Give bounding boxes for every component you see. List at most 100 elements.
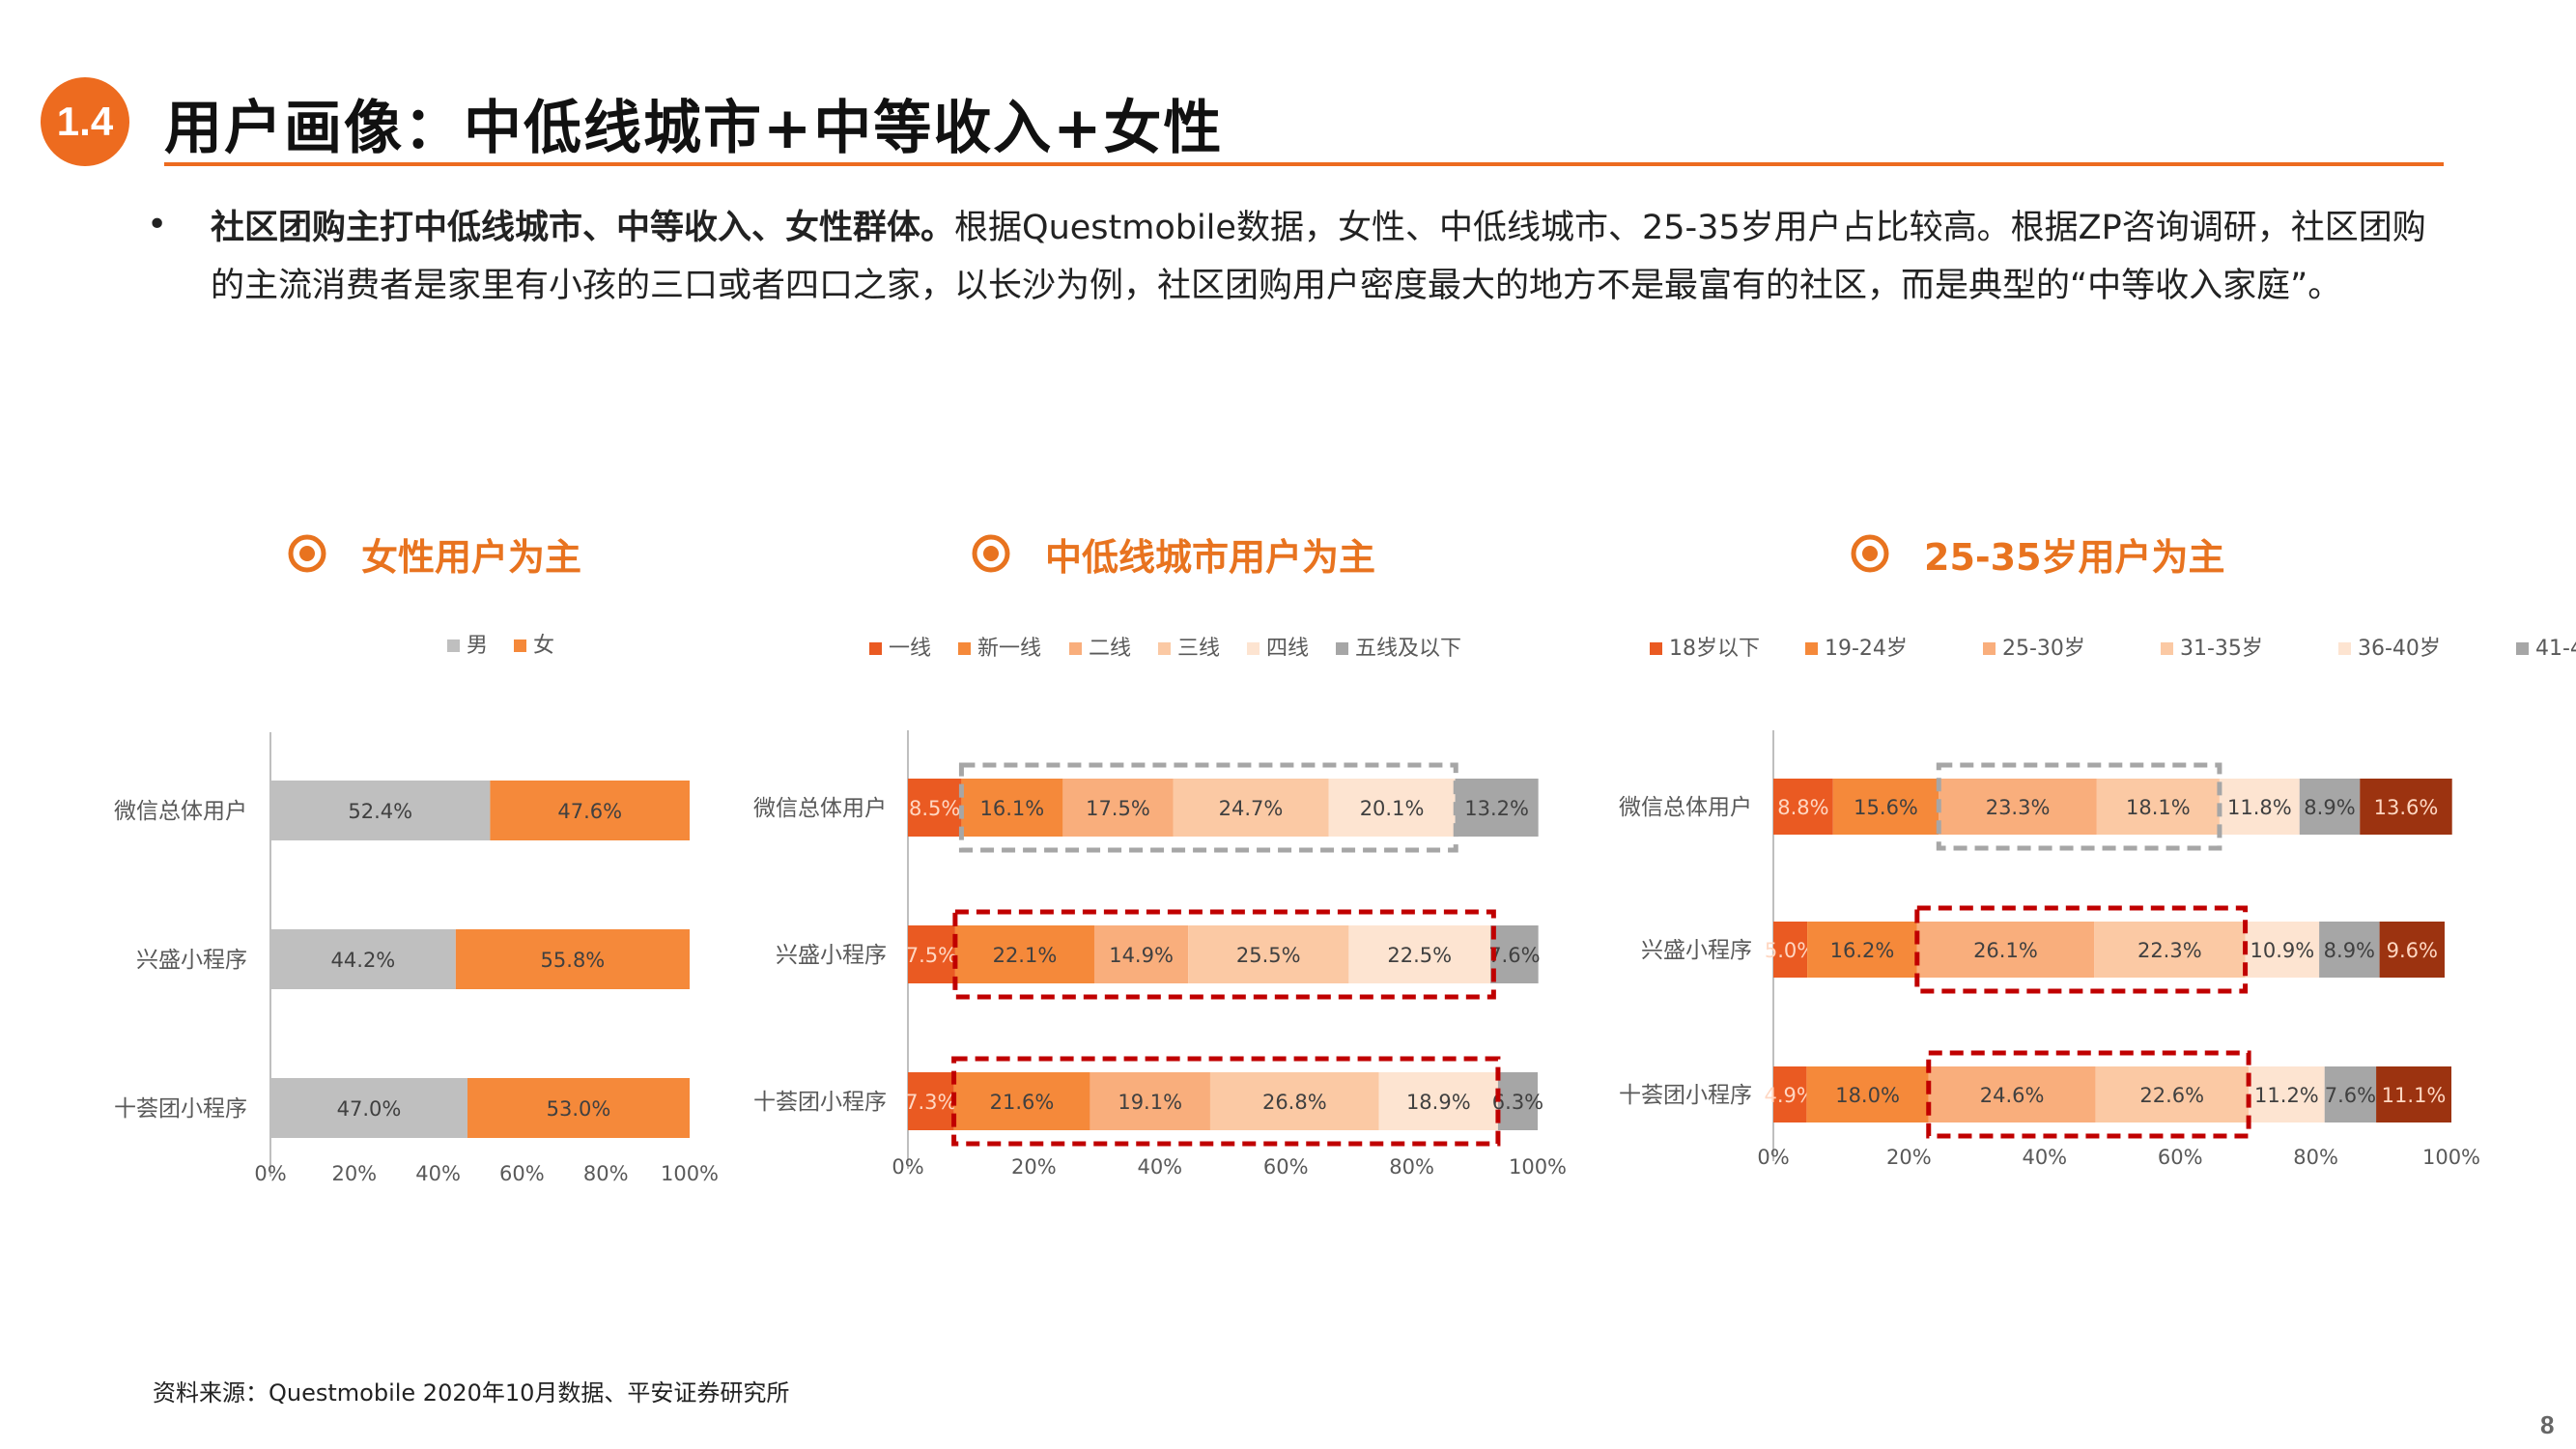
source-note: 资料来源：Questmobile 2020年10月数据、平安证券研究所 — [153, 1379, 790, 1406]
data-label: 7.5% — [906, 944, 957, 967]
data-label: 52.4% — [348, 800, 412, 823]
bar-segment — [270, 929, 456, 989]
legend-label: 一线 — [889, 637, 931, 661]
bar-segment — [1916, 922, 2095, 978]
data-label: 55.8% — [541, 949, 606, 972]
tick-label: 80% — [583, 1162, 629, 1185]
tick-label: 20% — [1886, 1146, 1932, 1169]
data-label: 10.9% — [2250, 939, 2314, 962]
data-label: 8.8% — [1777, 796, 1828, 819]
bar-segment — [1378, 1072, 1498, 1130]
chart-title-gender-text: 女性用户为主 — [361, 535, 582, 579]
legend-label: 19-24岁 — [1825, 637, 1908, 661]
bar-segment — [2219, 779, 2300, 835]
legend-label: 女 — [533, 634, 554, 658]
page-title: 用户画像：中低线城市+中等收入+女性 — [164, 95, 1224, 162]
data-label: 13.2% — [1464, 797, 1529, 820]
legend-label: 二线 — [1089, 637, 1131, 661]
bar-segment — [270, 1078, 467, 1138]
section-badge: 1.4 — [41, 77, 129, 166]
bar-segment — [908, 925, 955, 983]
legend-label: 五线及以下 — [1355, 637, 1461, 661]
category-label: 十荟团小程序 — [1619, 1083, 1752, 1108]
data-label: 22.3% — [2137, 939, 2202, 962]
legend-swatch — [1336, 642, 1348, 655]
bar-segment — [2360, 779, 2452, 835]
tick-label: 0% — [892, 1155, 923, 1179]
target-icon — [288, 534, 326, 573]
legend-label: 41-45岁 — [2535, 637, 2576, 661]
chart-title-gender: 女性用户为主 — [288, 526, 581, 581]
bar-segment — [455, 929, 690, 989]
legend-swatch — [1805, 642, 1818, 655]
bar-segment — [1773, 779, 1833, 835]
legend-label: 男 — [467, 634, 488, 658]
bar-segment — [2095, 1066, 2250, 1122]
data-label: 8.9% — [2304, 796, 2355, 819]
bar-segment — [1328, 779, 1456, 837]
category-label: 微信总体用户 — [1619, 795, 1752, 820]
data-label: 9.6% — [2387, 939, 2438, 962]
bar-segment — [1173, 779, 1329, 837]
bar-segment — [1832, 779, 1939, 835]
target-icon — [1851, 534, 1889, 573]
bar-segment — [1928, 1066, 2096, 1122]
data-label: 22.6% — [2139, 1084, 2204, 1107]
category-label: 十荟团小程序 — [114, 1096, 247, 1122]
bar-segment — [2379, 922, 2445, 978]
data-label: 16.2% — [1830, 939, 1895, 962]
highlight-box — [1926, 1050, 2251, 1139]
tick-label: 80% — [2293, 1146, 2338, 1169]
bar-segment — [2249, 1066, 2325, 1122]
category-label: 兴盛小程序 — [1641, 938, 1752, 963]
tick-label: 60% — [1263, 1155, 1309, 1179]
highlight-box — [1914, 905, 2249, 994]
bar-segment — [1806, 1066, 1929, 1122]
bar-segment — [490, 781, 690, 840]
data-label: 15.6% — [1854, 796, 1918, 819]
tick-label: 20% — [331, 1162, 377, 1185]
bar-segment — [908, 779, 962, 837]
legend-label: 31-35岁 — [2180, 637, 2263, 661]
highlight-box — [958, 762, 1458, 853]
tick-label: 100% — [1509, 1155, 1567, 1179]
legend-swatch — [2338, 642, 2351, 655]
bar-segment — [2245, 922, 2320, 978]
data-label: 18.9% — [1406, 1091, 1471, 1114]
legend-swatch — [447, 639, 460, 652]
data-label: 8.5% — [909, 797, 960, 820]
data-label: 23.3% — [1986, 796, 2051, 819]
legend-swatch — [1158, 642, 1171, 655]
data-label: 11.8% — [2227, 796, 2292, 819]
data-label: 22.1% — [993, 944, 1058, 967]
data-label: 47.6% — [557, 800, 622, 823]
data-label: 26.1% — [1973, 939, 2038, 962]
tick-label: 60% — [2158, 1146, 2203, 1169]
data-label: 11.1% — [2382, 1084, 2447, 1107]
bar-segment — [1062, 779, 1174, 837]
legend-swatch — [1247, 642, 1260, 655]
data-label: 20.1% — [1360, 797, 1425, 820]
data-label: 18.1% — [2126, 796, 2191, 819]
bar-segment — [1490, 925, 1539, 983]
legend-label: 四线 — [1266, 637, 1309, 661]
chart-title-city: 中低线城市用户为主 — [972, 526, 1375, 581]
bar-segment — [1455, 779, 1539, 837]
bar-segment — [961, 779, 1063, 837]
tick-label: 20% — [1011, 1155, 1057, 1179]
bar-segment — [2094, 922, 2246, 978]
legend-swatch — [869, 642, 882, 655]
bar-segment — [1773, 922, 1808, 978]
tick-label: 80% — [1389, 1155, 1434, 1179]
bar-segment — [467, 1078, 690, 1138]
data-label: 22.5% — [1387, 944, 1452, 967]
data-label: 11.2% — [2254, 1084, 2319, 1107]
category-label: 十荟团小程序 — [753, 1090, 887, 1115]
data-label: 14.9% — [1109, 944, 1174, 967]
bar-segment — [1209, 1072, 1379, 1130]
data-label: 16.1% — [980, 797, 1045, 820]
bar-segment — [1773, 1066, 1807, 1122]
data-label: 18.0% — [1835, 1084, 1900, 1107]
category-label: 兴盛小程序 — [776, 943, 887, 968]
bar-segment — [954, 925, 1094, 983]
